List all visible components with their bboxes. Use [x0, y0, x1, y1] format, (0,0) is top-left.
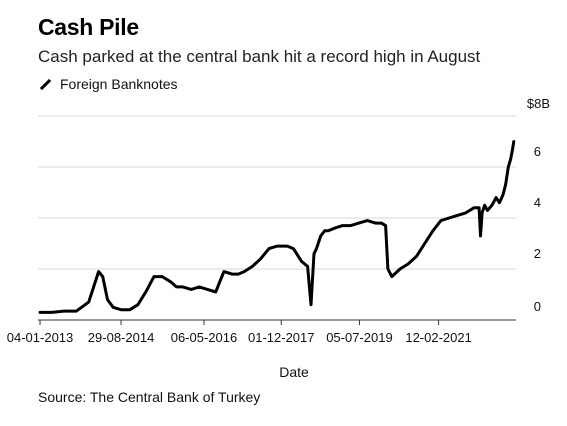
- x-tick-label: 29-08-2014: [88, 330, 155, 345]
- x-tick-label: 01-12-2017: [248, 330, 315, 345]
- legend: Foreign Banknotes: [38, 76, 178, 92]
- chart-title: Cash Pile: [38, 14, 139, 40]
- x-tick-label: 06-05-2016: [171, 330, 238, 345]
- x-tick-label: 12-02-2021: [405, 330, 472, 345]
- y-tick-label: 4: [534, 195, 541, 210]
- x-tick-label: 05-07-2019: [326, 330, 393, 345]
- y-axis-unit-label: $8B: [527, 96, 550, 111]
- x-axis-title: Date: [279, 364, 309, 380]
- y-tick-label: 2: [534, 246, 541, 261]
- y-tick-label: 0: [534, 299, 541, 314]
- chart-subtitle: Cash parked at the central bank hit a re…: [38, 47, 481, 66]
- source-note: Source: The Central Bank of Turkey: [38, 389, 261, 405]
- legend-label: Foreign Banknotes: [60, 76, 178, 92]
- y-tick-label: 6: [534, 144, 541, 159]
- x-tick-label: 04-01-2013: [7, 330, 74, 345]
- series-line-foreign-banknotes: [38, 140, 516, 314]
